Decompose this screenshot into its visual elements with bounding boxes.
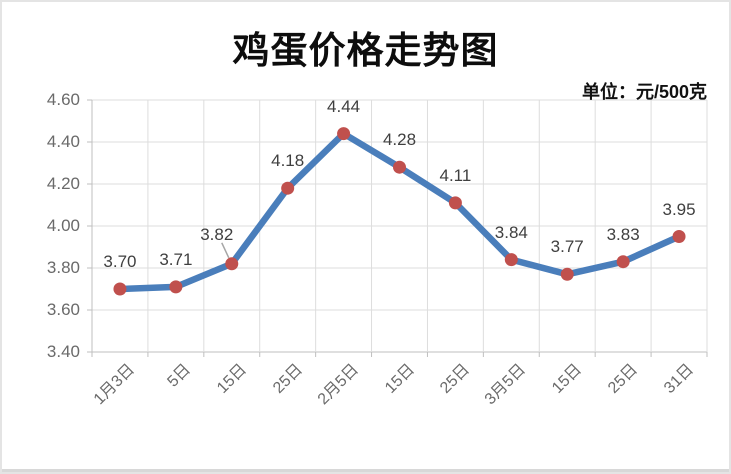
y-tick-label: 4.60 xyxy=(46,90,80,109)
data-label: 3.82 xyxy=(200,224,234,244)
data-label: 4.18 xyxy=(271,151,305,171)
data-label: 4.11 xyxy=(439,165,472,185)
data-point-marker xyxy=(504,253,518,267)
data-label-leader-line xyxy=(221,242,230,259)
data-point-marker xyxy=(337,127,351,141)
data-label: 4.28 xyxy=(382,130,417,150)
y-tick-label: 4.40 xyxy=(46,132,80,151)
data-point-marker xyxy=(281,181,295,195)
data-point-marker xyxy=(225,257,239,271)
y-tick-label: 3.80 xyxy=(46,258,80,277)
data-point-marker xyxy=(393,160,406,174)
data-label: 3.70 xyxy=(103,252,137,271)
data-label: 3.83 xyxy=(606,224,640,244)
data-label: 3.71 xyxy=(159,249,193,269)
data-point-marker xyxy=(672,230,686,243)
y-tick-label: 3.60 xyxy=(46,300,80,319)
chart-title: 鸡蛋价格走势图 xyxy=(232,30,499,71)
y-tick-label: 4.20 xyxy=(46,174,80,193)
data-point-marker xyxy=(616,255,630,269)
window-bottom-edge xyxy=(0,469,731,474)
data-point-marker xyxy=(560,267,574,281)
unit-label: 单位：元/500克 xyxy=(581,82,707,102)
data-label: 3.95 xyxy=(662,199,696,219)
data-point-marker xyxy=(169,280,183,294)
y-tick-label: 4.00 xyxy=(46,216,80,235)
y-tick-label: 3.40 xyxy=(46,342,80,361)
data-label: 3.84 xyxy=(494,222,528,242)
data-label: 3.77 xyxy=(550,237,584,257)
data-point-marker xyxy=(448,196,462,210)
data-point-marker xyxy=(113,282,127,296)
data-label: 4.44 xyxy=(327,96,361,116)
